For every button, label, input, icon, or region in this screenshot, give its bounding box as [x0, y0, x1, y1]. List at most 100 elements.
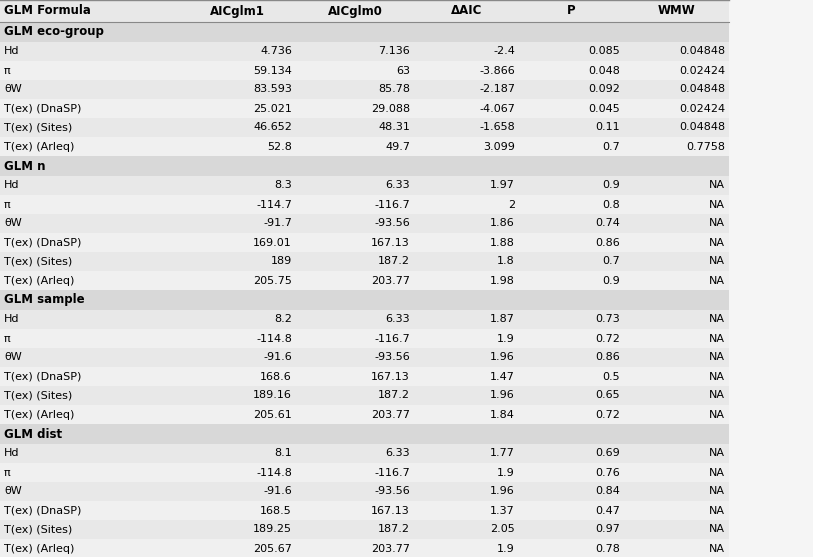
- Text: -114.8: -114.8: [256, 467, 292, 477]
- Text: 0.73: 0.73: [595, 315, 620, 325]
- Text: 2: 2: [508, 199, 515, 209]
- Text: π: π: [4, 199, 11, 209]
- Bar: [0, 329, 729, 348]
- Text: 189.16: 189.16: [253, 390, 292, 400]
- Text: 1.96: 1.96: [490, 486, 515, 496]
- Bar: [0, 310, 729, 329]
- Text: 1.87: 1.87: [490, 315, 515, 325]
- Text: 1.98: 1.98: [490, 276, 515, 286]
- Text: NA: NA: [709, 525, 725, 535]
- Text: 0.86: 0.86: [595, 353, 620, 363]
- Text: Hd: Hd: [4, 448, 20, 458]
- Bar: [0, 233, 729, 252]
- Text: 205.75: 205.75: [253, 276, 292, 286]
- Text: -93.56: -93.56: [374, 353, 410, 363]
- Text: NA: NA: [709, 467, 725, 477]
- Text: 0.02424: 0.02424: [679, 66, 725, 76]
- Text: 0.04848: 0.04848: [679, 123, 725, 133]
- Text: 59.134: 59.134: [253, 66, 292, 76]
- Bar: [0, 176, 729, 195]
- Bar: [0, 424, 729, 444]
- Bar: [0, 195, 729, 214]
- Text: AICglm1: AICglm1: [210, 4, 264, 17]
- Text: 52.8: 52.8: [267, 141, 292, 152]
- Text: θW: θW: [4, 218, 22, 228]
- Text: T(ex) (Sites): T(ex) (Sites): [4, 525, 72, 535]
- Text: 29.088: 29.088: [371, 104, 410, 114]
- Text: 167.13: 167.13: [372, 372, 410, 382]
- Text: 1.96: 1.96: [490, 353, 515, 363]
- Text: 187.2: 187.2: [378, 257, 410, 266]
- Text: 46.652: 46.652: [253, 123, 292, 133]
- Text: 1.96: 1.96: [490, 390, 515, 400]
- Text: 7.136: 7.136: [378, 46, 410, 56]
- Text: 0.47: 0.47: [595, 506, 620, 515]
- Text: -93.56: -93.56: [374, 486, 410, 496]
- Text: 0.69: 0.69: [595, 448, 620, 458]
- Text: 189: 189: [271, 257, 292, 266]
- Bar: [0, 156, 729, 176]
- Bar: [0, 99, 729, 118]
- Bar: [0, 137, 729, 156]
- Text: -2.4: -2.4: [493, 46, 515, 56]
- Bar: [0, 367, 729, 386]
- Text: GLM Formula: GLM Formula: [4, 4, 91, 17]
- Text: 205.61: 205.61: [254, 409, 292, 419]
- Text: π: π: [4, 467, 11, 477]
- Text: T(ex) (DnaSP): T(ex) (DnaSP): [4, 104, 81, 114]
- Text: 0.97: 0.97: [595, 525, 620, 535]
- Text: NA: NA: [709, 353, 725, 363]
- Text: 1.86: 1.86: [490, 218, 515, 228]
- Bar: [0, 539, 729, 557]
- Text: 169.01: 169.01: [254, 237, 292, 247]
- Text: 0.04848: 0.04848: [679, 85, 725, 95]
- Text: 0.9: 0.9: [602, 276, 620, 286]
- Text: 1.9: 1.9: [498, 467, 515, 477]
- Text: NA: NA: [709, 409, 725, 419]
- Text: 1.47: 1.47: [490, 372, 515, 382]
- Text: 0.86: 0.86: [595, 237, 620, 247]
- Text: 203.77: 203.77: [371, 409, 410, 419]
- Text: 2.05: 2.05: [490, 525, 515, 535]
- Bar: [0, 214, 729, 233]
- Text: 0.72: 0.72: [595, 409, 620, 419]
- Text: 83.593: 83.593: [253, 85, 292, 95]
- Bar: [0, 80, 729, 99]
- Text: 0.74: 0.74: [595, 218, 620, 228]
- Text: -93.56: -93.56: [374, 218, 410, 228]
- Text: 1.9: 1.9: [498, 544, 515, 554]
- Text: NA: NA: [709, 276, 725, 286]
- Text: 168.5: 168.5: [260, 506, 292, 515]
- Text: NA: NA: [709, 390, 725, 400]
- Bar: [0, 405, 729, 424]
- Text: NA: NA: [709, 334, 725, 344]
- Text: NA: NA: [709, 257, 725, 266]
- Text: 6.33: 6.33: [385, 448, 410, 458]
- Bar: [0, 482, 729, 501]
- Text: 1.8: 1.8: [498, 257, 515, 266]
- Bar: [0, 61, 729, 80]
- Text: P: P: [567, 4, 576, 17]
- Text: 0.11: 0.11: [595, 123, 620, 133]
- Text: 1.97: 1.97: [490, 180, 515, 190]
- Text: 167.13: 167.13: [372, 506, 410, 515]
- Bar: [0, 348, 729, 367]
- Bar: [0, 118, 729, 137]
- Text: 0.7: 0.7: [602, 141, 620, 152]
- Text: T(ex) (Sites): T(ex) (Sites): [4, 123, 72, 133]
- Text: NA: NA: [709, 199, 725, 209]
- Text: 1.84: 1.84: [490, 409, 515, 419]
- Text: 48.31: 48.31: [378, 123, 410, 133]
- Text: 6.33: 6.33: [385, 315, 410, 325]
- Text: 0.045: 0.045: [589, 104, 620, 114]
- Text: 0.9: 0.9: [602, 180, 620, 190]
- Text: -91.6: -91.6: [263, 486, 292, 496]
- Text: NA: NA: [709, 180, 725, 190]
- Bar: [0, 463, 729, 482]
- Text: GLM n: GLM n: [4, 159, 46, 173]
- Text: 25.021: 25.021: [253, 104, 292, 114]
- Text: 0.085: 0.085: [589, 46, 620, 56]
- Text: 205.67: 205.67: [253, 544, 292, 554]
- Text: Hd: Hd: [4, 180, 20, 190]
- Text: π: π: [4, 334, 11, 344]
